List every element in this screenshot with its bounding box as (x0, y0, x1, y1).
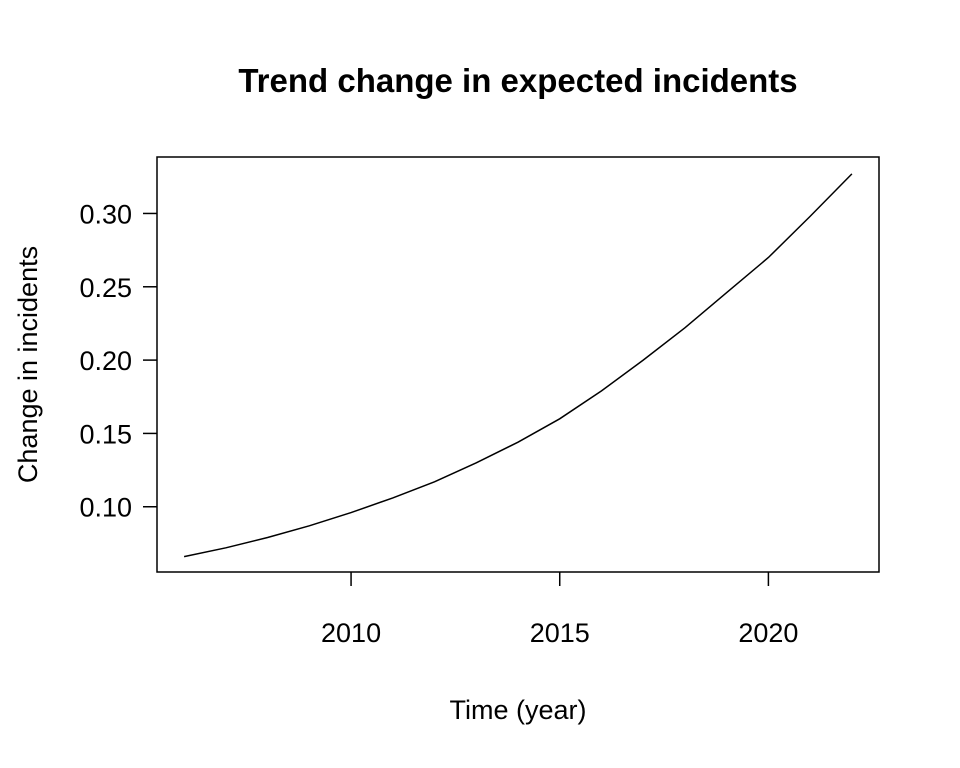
chart-title: Trend change in expected incidents (238, 62, 797, 99)
y-tick-label: 0.20 (79, 346, 132, 376)
x-tick-label: 2010 (321, 618, 381, 648)
y-tick-label: 0.10 (79, 493, 132, 523)
series-line (183, 173, 853, 558)
y-tick-label: 0.30 (79, 199, 132, 229)
y-axis-label: Change in incidents (13, 246, 43, 483)
y-tick-label: 0.25 (79, 273, 132, 303)
x-tick-label: 2020 (738, 618, 798, 648)
plot-area (183, 173, 853, 558)
y-tick-label: 0.15 (79, 419, 132, 449)
x-axis: 2010 2015 2020 (321, 572, 798, 648)
y-axis: 0.10 0.15 0.20 0.25 0.30 (79, 199, 157, 523)
x-axis-label: Time (year) (449, 695, 586, 725)
plot-frame (156, 156, 880, 573)
x-tick-label: 2015 (530, 618, 590, 648)
